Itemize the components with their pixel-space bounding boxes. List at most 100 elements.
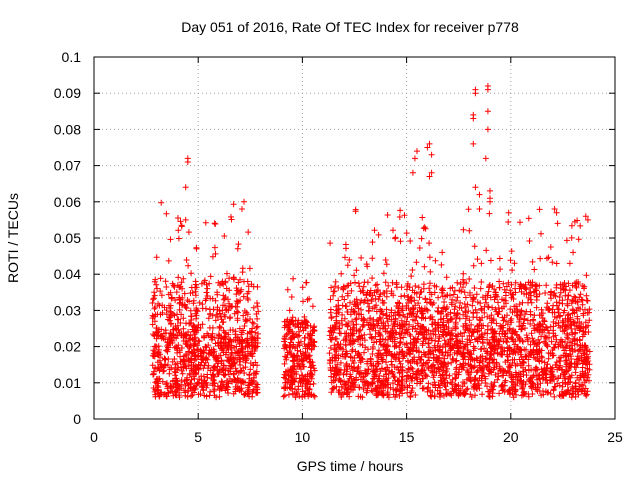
data-point	[559, 317, 566, 324]
data-point	[178, 364, 185, 371]
data-point	[583, 361, 590, 368]
data-point	[348, 306, 355, 313]
data-point	[467, 351, 474, 358]
data-point	[556, 339, 563, 346]
data-point	[151, 289, 158, 296]
data-point	[205, 315, 212, 322]
data-point	[441, 355, 448, 362]
data-point	[536, 282, 543, 289]
data-point	[367, 317, 373, 324]
data-point	[369, 275, 376, 282]
data-point	[505, 219, 512, 225]
data-point	[169, 358, 176, 365]
data-point	[461, 389, 468, 396]
data-point	[289, 366, 296, 373]
data-point	[354, 365, 361, 372]
data-point	[368, 298, 375, 305]
data-point	[427, 280, 433, 287]
data-point	[184, 393, 191, 400]
data-point	[456, 366, 463, 373]
data-point	[196, 299, 203, 306]
data-point	[507, 257, 514, 264]
data-point	[353, 267, 360, 274]
data-point	[443, 274, 450, 281]
data-point	[212, 364, 219, 371]
data-point	[218, 385, 225, 392]
data-point	[385, 381, 392, 388]
data-point	[472, 392, 478, 399]
data-point	[355, 363, 362, 370]
data-point	[542, 371, 549, 377]
data-point	[500, 280, 507, 287]
data-point	[193, 369, 200, 376]
data-point	[175, 227, 182, 234]
data-point	[306, 359, 313, 366]
data-point	[345, 378, 352, 384]
data-point	[193, 382, 200, 389]
data-point	[403, 230, 410, 237]
data-point	[487, 198, 493, 205]
data-point	[454, 294, 461, 301]
data-point	[237, 356, 244, 363]
data-point	[485, 288, 492, 295]
data-point	[408, 273, 415, 280]
data-point	[391, 364, 398, 370]
data-point	[382, 323, 389, 329]
data-point	[551, 383, 558, 390]
data-point	[507, 372, 514, 379]
data-point	[399, 373, 405, 380]
data-point	[414, 148, 420, 155]
data-point	[214, 289, 221, 296]
data-point	[420, 323, 427, 330]
data-point	[382, 257, 389, 263]
data-point	[484, 313, 491, 320]
data-point	[566, 363, 573, 369]
data-point	[382, 328, 389, 335]
data-point	[254, 303, 261, 310]
data-point	[353, 327, 360, 334]
data-point	[443, 313, 450, 319]
data-point	[548, 295, 554, 302]
data-point	[543, 304, 550, 311]
data-point	[372, 385, 379, 392]
data-point	[250, 370, 257, 377]
data-point	[511, 341, 518, 348]
data-point	[529, 382, 536, 389]
data-point	[451, 287, 458, 294]
data-point	[227, 327, 234, 334]
data-point	[254, 340, 261, 346]
data-point	[565, 280, 572, 287]
data-point	[327, 240, 334, 247]
data-point	[191, 335, 198, 342]
data-point	[241, 198, 247, 205]
data-point	[455, 369, 462, 376]
data-point	[422, 296, 429, 303]
data-point	[426, 344, 433, 351]
data-point	[163, 210, 170, 217]
data-point	[396, 214, 403, 220]
data-point	[581, 350, 588, 357]
y-tick-label: 0.01	[54, 375, 81, 391]
data-point	[406, 284, 413, 291]
data-point	[518, 288, 525, 295]
data-point	[377, 325, 384, 332]
data-point	[370, 321, 377, 328]
data-point	[168, 383, 175, 390]
data-point	[450, 356, 457, 363]
data-point	[383, 306, 390, 313]
data-point	[409, 310, 416, 317]
data-point	[249, 319, 256, 326]
data-point	[178, 330, 185, 337]
data-point	[239, 378, 246, 385]
data-point	[461, 289, 468, 296]
data-point	[547, 244, 554, 250]
data-point	[556, 382, 563, 389]
data-point	[414, 380, 420, 387]
data-point	[286, 307, 293, 314]
data-point	[328, 389, 335, 396]
data-point	[396, 377, 403, 384]
data-point	[510, 327, 517, 334]
data-point	[237, 288, 244, 295]
data-point	[199, 321, 206, 328]
data-point	[234, 315, 241, 322]
